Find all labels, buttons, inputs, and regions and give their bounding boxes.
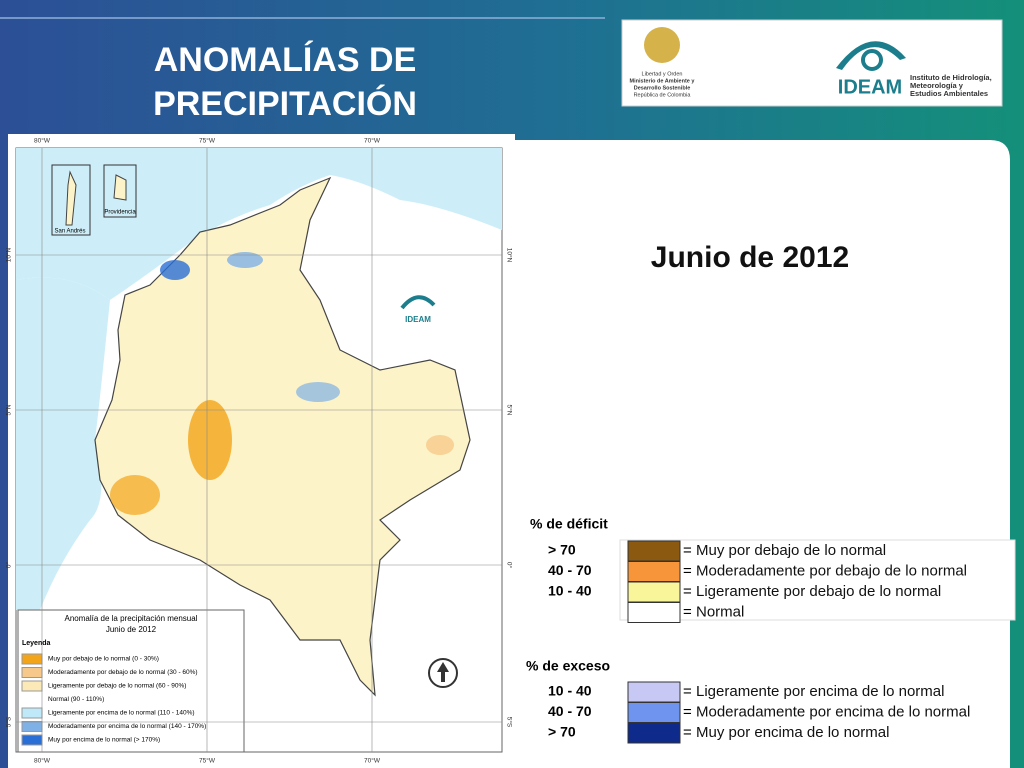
map-legend-box — [17, 609, 245, 753]
swatch — [627, 702, 681, 723]
map-legend-heading: Leyenda — [22, 640, 51, 647]
anomaly-area — [227, 252, 263, 268]
table-box — [619, 539, 1016, 621]
equals-sign: = — [683, 542, 692, 559]
legend-label: Ligeramente por debajo de lo normal (60 … — [48, 683, 186, 690]
swatch — [627, 581, 681, 603]
lat-label: 5°S — [5, 716, 13, 727]
swatch — [627, 540, 681, 562]
inset-label: San Andrés — [54, 229, 85, 235]
coat-of-arms — [644, 27, 680, 63]
anomaly-area — [296, 382, 340, 402]
category-label: Moderadamente por encima de lo normal — [696, 703, 970, 720]
lon-label: 80°W — [34, 137, 51, 145]
map-legend-title: Anomalía de la precipitación mensual — [65, 614, 198, 623]
lon-label: 70°W — [364, 137, 381, 145]
table-box — [620, 682, 1005, 746]
legend-swatch — [21, 667, 43, 678]
map: San Andrés Providencia IDEAM Anomalía de… — [5, 137, 514, 765]
lon-label: 75°W — [199, 137, 216, 145]
category-label: Moderadamente por debajo de lo normal — [696, 562, 967, 579]
sea — [16, 148, 502, 300]
anomaly-area — [426, 435, 454, 455]
legend-label: Moderadamente por debajo de lo normal (3… — [48, 669, 198, 676]
anomaly-area — [110, 475, 160, 515]
lat-label: 5°N — [5, 404, 13, 415]
legend-label: Muy por debajo de lo normal (0 - 30%) — [48, 656, 159, 663]
anomaly-area — [160, 260, 190, 280]
category-label: Normal — [696, 603, 744, 620]
legend-swatch — [21, 707, 43, 719]
category-label: Ligeramente por encima de lo normal — [696, 683, 944, 700]
date: Junio de 2012 — [651, 241, 849, 274]
legend-label: Moderadamente por encima de lo normal (1… — [48, 723, 206, 730]
excess-heading: % de exceso — [526, 658, 610, 674]
legend-swatch — [21, 721, 43, 732]
equals-sign: = — [683, 603, 692, 620]
island — [113, 174, 127, 201]
map-legend-subtitle: Junio de 2012 — [106, 625, 157, 634]
lat-label: 10°N — [5, 247, 13, 262]
title: PRECIPITACIÓN — [153, 85, 417, 123]
equals-sign: = — [683, 562, 692, 579]
equals-sign: = — [683, 583, 692, 600]
sea — [16, 277, 110, 610]
anomaly-area — [188, 400, 232, 480]
category-label: Ligeramente por debajo de lo normal — [696, 583, 941, 600]
deficit-heading: % de déficit — [530, 516, 608, 532]
equals-sign: = — [683, 724, 692, 741]
swatch — [627, 681, 681, 703]
legend-label: Ligeramente por encima de lo normal (110… — [48, 710, 195, 717]
range-label: 40 - 70 — [548, 562, 592, 578]
legend-swatch — [22, 694, 42, 705]
logo-text: Ministerio de Ambiente y — [630, 78, 696, 84]
ideam-logo-text: IDEAM — [838, 76, 902, 98]
legend-swatch — [21, 734, 43, 746]
lat-label: 0° — [505, 562, 513, 569]
equals-sign: = — [683, 683, 692, 700]
swatch — [627, 722, 681, 744]
ideam-icon — [861, 49, 883, 71]
ideam-icon — [836, 41, 906, 70]
island — [65, 170, 77, 226]
inset-label: Providencia — [104, 210, 136, 216]
logo-text: Meteorología y — [910, 81, 964, 90]
range-label: 40 - 70 — [548, 703, 592, 719]
logo-text: República de Colombia — [634, 92, 692, 98]
logo-text: Estudios Ambientales — [910, 89, 988, 98]
lat-label: 0° — [5, 561, 13, 568]
colombia — [94, 176, 471, 697]
logo-box — [621, 19, 1003, 107]
logo-text: Desarrollo Sostenible — [634, 85, 691, 91]
legend-label: Muy por encima de lo normal (> 170%) — [48, 737, 160, 744]
legend-swatch — [21, 680, 43, 692]
title: ANOMALÍAS DE — [154, 41, 417, 79]
lon-label: 70°W — [364, 757, 381, 765]
range-label: 10 - 40 — [548, 583, 592, 599]
watermark-icon — [400, 295, 436, 310]
content-panel — [515, 140, 1010, 768]
range-label: > 70 — [548, 724, 576, 740]
watermark: IDEAM — [405, 315, 431, 324]
swatch — [627, 602, 681, 623]
category-label: Muy por debajo de lo normal — [696, 542, 886, 559]
range-label: > 70 — [548, 542, 576, 558]
equals-sign: = — [683, 703, 692, 720]
lon-label: 80°W — [34, 757, 51, 765]
legend-swatch — [21, 653, 43, 665]
swatch — [627, 561, 681, 582]
lon-label: 75°W — [199, 757, 216, 765]
lat-label: 5°S — [505, 717, 513, 728]
logo-text: Instituto de Hidrología, — [910, 73, 992, 82]
legend-label: Normal (90 - 110%) — [48, 696, 104, 703]
lat-label: 10°N — [505, 248, 513, 263]
category-label: Muy por encima de lo normal — [696, 724, 889, 741]
lat-label: 5°N — [505, 405, 513, 416]
logo-text: Libertad y Orden — [642, 71, 683, 77]
range-label: 10 - 40 — [548, 683, 592, 699]
north-arrow — [437, 662, 449, 682]
